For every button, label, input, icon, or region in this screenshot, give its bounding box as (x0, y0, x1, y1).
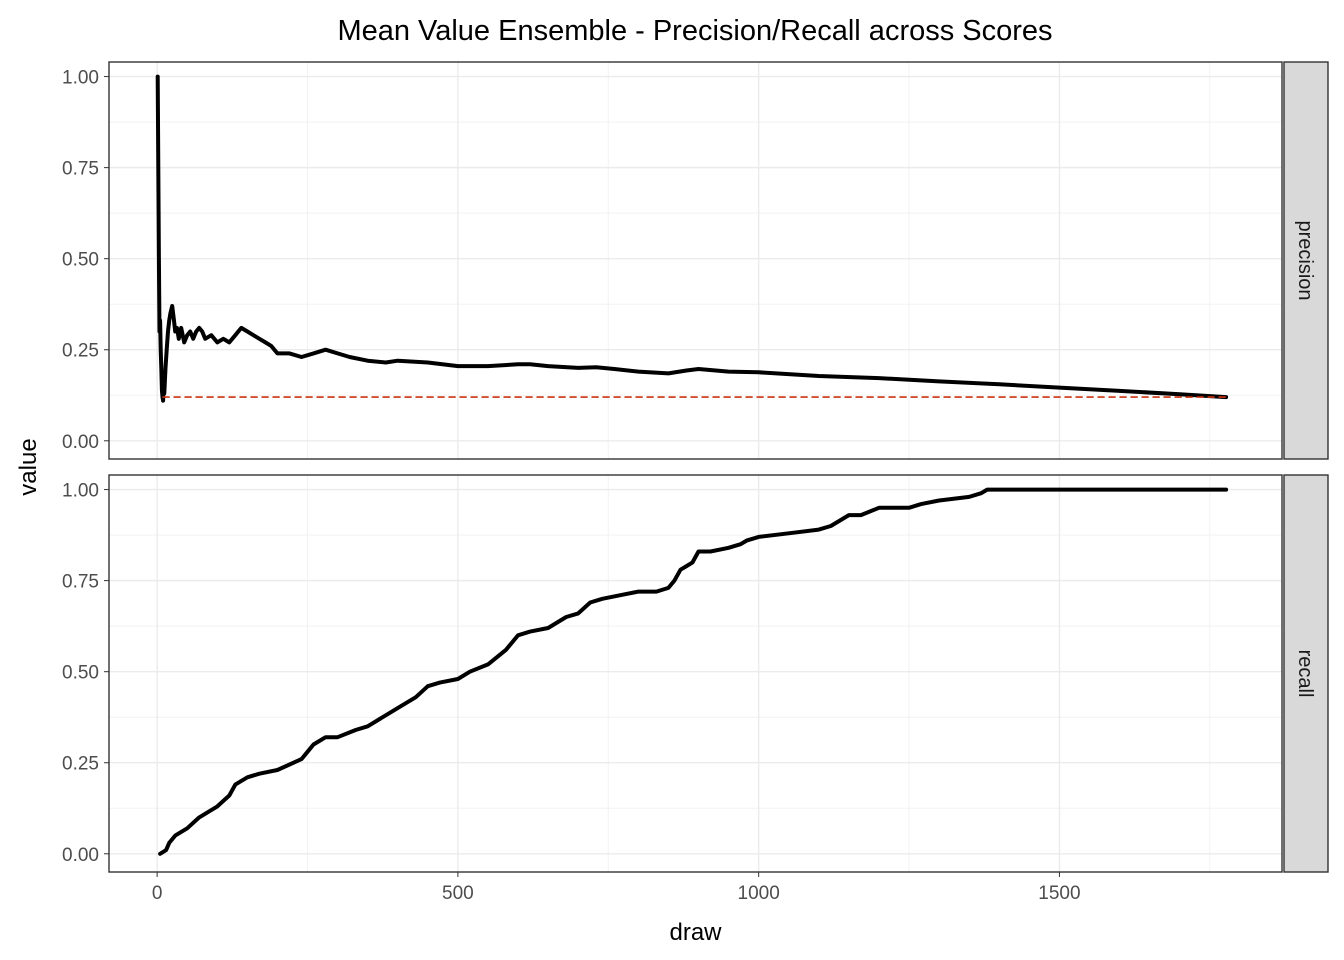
x-axis-title: draw (669, 919, 722, 946)
panel-border (108, 474, 1283, 873)
series-line-precision (155, 74, 1229, 403)
y-tick-label: 1.00 (62, 68, 99, 89)
x-tick-label: 1500 (1038, 883, 1080, 904)
y-tick-label: 0.50 (62, 250, 99, 271)
facet-strip-label: precision (1294, 220, 1316, 300)
series-line-recall (158, 487, 1229, 856)
y-tick-label: 0.75 (62, 572, 99, 593)
facet-strip-label: recall (1294, 650, 1316, 698)
x-tick-label: 500 (442, 883, 474, 904)
y-tick-label: 0.25 (62, 341, 99, 362)
y-tick-label: 0.25 (62, 754, 99, 775)
facet-strip (1283, 474, 1329, 873)
chart-title: Mean Value Ensemble - Precision/Recall a… (337, 15, 1052, 47)
y-tick-label: 0.00 (62, 432, 99, 453)
panel-background (109, 475, 1282, 872)
y-tick-label: 0.50 (62, 663, 99, 684)
y-tick-label: 1.00 (62, 481, 99, 502)
panel-border (108, 61, 1283, 460)
x-tick-label: 1000 (738, 883, 780, 904)
y-tick-label: 0.00 (62, 845, 99, 866)
x-tick-label: 0 (152, 883, 163, 904)
facet-strip (1283, 61, 1329, 460)
panel-background (109, 62, 1282, 459)
y-axis-title: value (15, 438, 42, 495)
y-tick-label: 0.75 (62, 159, 99, 180)
